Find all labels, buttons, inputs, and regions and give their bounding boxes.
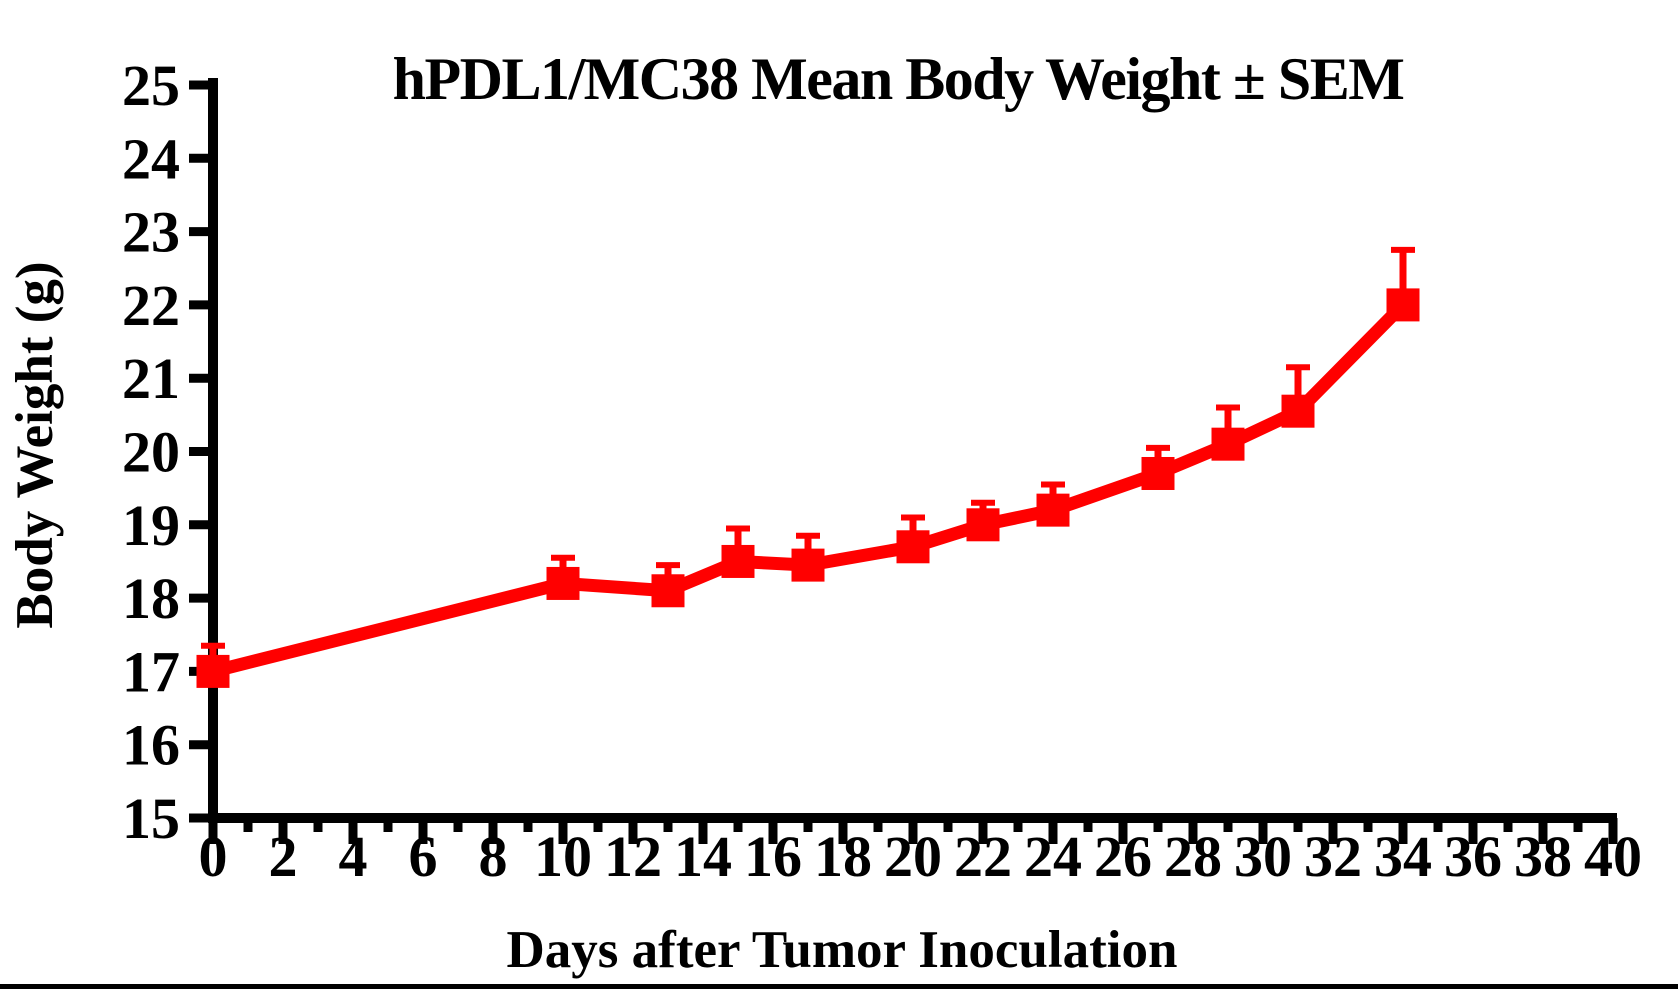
y-tick-label: 18 [122, 566, 180, 631]
x-tick-label: 32 [1304, 824, 1362, 889]
x-tick-label: 18 [814, 824, 872, 889]
data-point-day-24 [1036, 493, 1070, 527]
x-tick-label: 30 [1234, 824, 1292, 889]
data-point-day-29 [1211, 427, 1245, 461]
data-point-day-0 [196, 654, 230, 688]
y-tick-label: 25 [122, 53, 180, 118]
x-tick-label: 38 [1514, 824, 1572, 889]
x-tick-label: 24 [1024, 824, 1082, 889]
data-point-day-10 [546, 566, 580, 600]
data-point-day-15 [721, 544, 755, 578]
y-tick-label: 16 [122, 713, 180, 778]
y-tick-label: 17 [122, 639, 180, 704]
x-tick-label: 16 [744, 824, 802, 889]
x-tick-label: 20 [884, 824, 942, 889]
data-point-day-34 [1386, 288, 1420, 322]
series-hpdl1-mc38 [196, 246, 1420, 688]
data-point-day-13 [651, 574, 685, 608]
x-tick-label: 26 [1094, 824, 1152, 889]
y-tick-label: 15 [122, 786, 180, 851]
chart-title: hPDL1/MC38 Mean Body Weight ± SEM [393, 46, 1404, 112]
data-point-day-31 [1281, 394, 1315, 428]
x-tick-label: 36 [1444, 824, 1502, 889]
y-tick-label: 19 [122, 493, 180, 558]
data-point-day-20 [896, 530, 930, 564]
y-axis-label: Body Weight (g) [6, 261, 64, 628]
x-tick-label: 12 [604, 824, 662, 889]
x-tick-label: 34 [1374, 824, 1432, 889]
y-tick-label: 20 [122, 420, 180, 485]
x-tick-label: 14 [674, 824, 732, 889]
x-tick-label: 4 [339, 824, 368, 889]
x-tick-label: 6 [409, 824, 438, 889]
data-point-day-17 [791, 548, 825, 582]
x-tick-label: 0 [199, 824, 228, 889]
series-line [211, 300, 1408, 678]
x-tick-label: 28 [1164, 824, 1222, 889]
x-tick-label: 2 [269, 824, 298, 889]
y-tick-label: 22 [122, 273, 180, 338]
x-tick-label: 22 [954, 824, 1012, 889]
x-tick-label: 8 [479, 824, 508, 889]
x-tick-label: 40 [1584, 824, 1642, 889]
data-point-day-27 [1141, 456, 1175, 490]
data-series [196, 246, 1420, 688]
data-point-day-22 [966, 508, 1000, 542]
y-tick-label: 24 [122, 126, 180, 191]
x-axis-label: Days after Tumor Inoculation [507, 921, 1178, 979]
x-tick-label: 10 [534, 824, 592, 889]
bottom-divider [0, 984, 1678, 989]
y-tick-label: 21 [122, 346, 180, 411]
y-tick-label: 23 [122, 200, 180, 265]
